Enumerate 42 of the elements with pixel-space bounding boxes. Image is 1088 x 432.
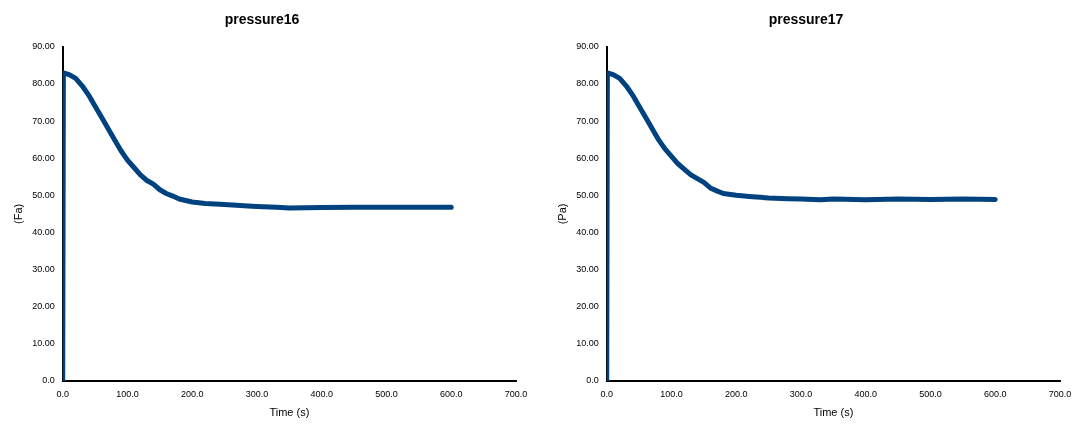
y-tick-label: 50.00 — [576, 189, 599, 200]
y-tick-label: 10.00 — [576, 338, 599, 349]
y-tick-label: 40.00 — [32, 226, 55, 237]
y-tick-label: 30.00 — [576, 264, 599, 275]
x-tick-label: 200.0 — [180, 388, 204, 399]
y-tick-label: 0.0 — [586, 375, 599, 386]
y-tick-label: 80.00 — [32, 78, 55, 89]
x-tick-label: 500.0 — [919, 388, 942, 399]
y-axis-title: (Pa) — [555, 203, 568, 225]
chart-title: pressure17 — [768, 11, 844, 28]
y-tick-label: 60.00 — [576, 152, 599, 163]
x-tick-label: 300.0 — [789, 388, 813, 399]
x-tick-label: 100.0 — [116, 388, 139, 399]
x-tick-label: 400.0 — [310, 388, 333, 399]
chart-title: pressure16 — [224, 11, 300, 28]
x-tick-label: 700.0 — [1048, 388, 1072, 399]
x-tick-label: 0.0 — [600, 388, 613, 399]
y-tick-label: 0.0 — [42, 375, 55, 386]
x-tick-label: 600.0 — [983, 388, 1007, 399]
x-tick-label: 0.0 — [56, 388, 69, 399]
y-tick-label: 50.00 — [32, 189, 55, 200]
x-tick-label: 300.0 — [245, 388, 269, 399]
y-tick-label: 30.00 — [32, 264, 55, 275]
y-tick-label: 60.00 — [32, 152, 55, 163]
x-tick-label: 400.0 — [854, 388, 877, 399]
y-tick-label: 90.00 — [576, 41, 599, 52]
x-axis-title: Time (s) — [813, 406, 854, 419]
x-tick-label: 100.0 — [660, 388, 683, 399]
y-tick-label: 10.00 — [32, 338, 55, 349]
x-axis-title: Time (s) — [269, 406, 310, 419]
y-tick-label: 20.00 — [32, 301, 55, 312]
x-tick-label: 700.0 — [504, 388, 528, 399]
y-tick-label: 70.00 — [576, 115, 599, 126]
x-tick-label: 200.0 — [724, 388, 748, 399]
y-tick-label: 80.00 — [576, 78, 599, 89]
y-tick-label: 90.00 — [32, 41, 55, 52]
y-axis-title: (Fa) — [11, 203, 24, 224]
x-tick-label: 500.0 — [375, 388, 398, 399]
y-tick-label: 20.00 — [576, 301, 599, 312]
x-tick-label: 600.0 — [439, 388, 463, 399]
y-tick-label: 70.00 — [32, 115, 55, 126]
y-tick-label: 40.00 — [576, 226, 599, 237]
